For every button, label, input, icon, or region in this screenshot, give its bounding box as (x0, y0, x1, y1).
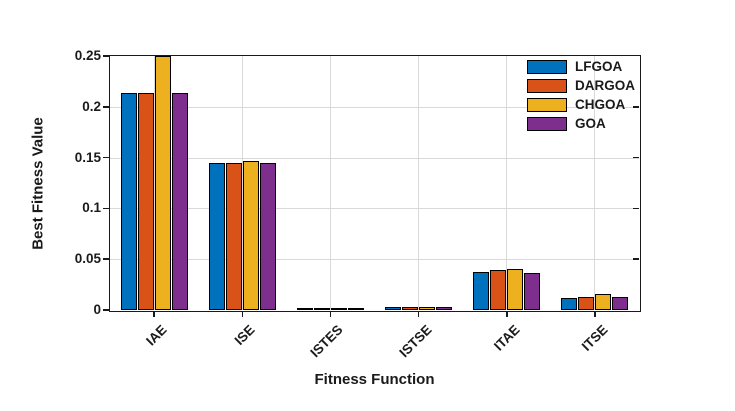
bar-LFGOA-ITAE (473, 272, 490, 310)
bar-DARGOA-ITAE (490, 270, 507, 310)
bar-LFGOA-ISTSE (385, 307, 402, 310)
x-tick-label: ISTSE (395, 322, 435, 361)
y-tick-label: 0 (93, 302, 101, 317)
bar-DARGOA-ITSE (578, 297, 595, 310)
bar-CHGOA-ITSE (595, 294, 612, 310)
y-tick-right (633, 258, 639, 260)
y-tick (102, 156, 109, 159)
bar-GOA-IAE (171, 93, 188, 310)
y-tick (102, 106, 109, 108)
x-tick-label: ISTES (307, 322, 347, 361)
bar-GOA-ISE (259, 163, 276, 310)
y-tick (102, 207, 109, 210)
bar-LFGOA-IAE (120, 93, 137, 310)
bar-GOA-ISTSE (436, 307, 453, 310)
legend-swatch-GOA (527, 117, 567, 131)
bar-CHGOA-ISE (242, 161, 259, 310)
legend-swatch-CHGOA (527, 98, 567, 112)
x-gridline (329, 56, 331, 310)
y-gridline (110, 106, 639, 108)
bar-CHGOA-IAE (154, 56, 171, 310)
x-axis-label: Fitness Function (314, 371, 435, 388)
bar-DARGOA-IAE (137, 93, 154, 310)
legend-swatch-LFGOA (527, 60, 567, 74)
y-tick-label: 0.25 (74, 48, 101, 63)
y-tick-label: 0.15 (74, 149, 101, 165)
bar-LFGOA-ISE (208, 163, 225, 310)
y-tick (102, 55, 109, 57)
y-tick-right (633, 156, 639, 159)
bar-CHGOA-ISTES (330, 308, 347, 310)
x-tick (594, 311, 596, 317)
legend-label-GOA: GOA (575, 116, 606, 131)
x-gridline (241, 56, 243, 310)
x-gridline (418, 56, 420, 310)
legend-entry-GOA: GOA (527, 117, 635, 131)
legend-label-CHGOA: CHGOA (575, 97, 626, 112)
y-tick-label: 0.2 (82, 98, 101, 114)
x-gridline (153, 56, 155, 310)
y-gridline (110, 208, 639, 210)
legend-label-LFGOA: LFGOA (575, 59, 623, 74)
y-tick (102, 309, 109, 311)
legend-swatch-DARGOA (527, 79, 567, 93)
x-tick (329, 311, 332, 317)
x-tick-label: ITSE (578, 322, 611, 354)
bar-DARGOA-ISTES (313, 308, 330, 310)
bar-LFGOA-ITSE (561, 298, 578, 310)
x-tick (506, 311, 508, 317)
y-tick-label: 0.05 (74, 251, 101, 267)
bar-DARGOA-ISE (225, 163, 242, 310)
bar-DARGOA-ISTSE (402, 307, 419, 310)
y-tick-right (633, 106, 639, 108)
y-tick (102, 258, 109, 260)
y-tick-label: 0.1 (82, 200, 101, 216)
bar-GOA-ISTES (347, 308, 364, 310)
bar-LFGOA-ISTES (296, 308, 313, 310)
legend: LFGOA DARGOA CHGOA GOA (527, 60, 635, 136)
legend-entry-CHGOA: CHGOA (527, 98, 635, 112)
x-tick (153, 311, 155, 317)
legend-entry-DARGOA: DARGOA (527, 79, 635, 93)
x-tick (417, 311, 420, 317)
x-gridline (506, 56, 508, 310)
x-gridline (594, 56, 596, 310)
x-tick-label: ITAE (490, 322, 523, 354)
y-tick-right (633, 207, 639, 210)
bar-GOA-ITAE (524, 273, 541, 310)
x-tick-label: IAE (143, 322, 170, 349)
legend-label-DARGOA: DARGOA (575, 78, 635, 93)
x-tick (241, 311, 243, 317)
bar-GOA-ITSE (612, 297, 629, 310)
y-gridline (110, 157, 639, 159)
bar-CHGOA-ISTSE (419, 307, 436, 310)
y-gridline (110, 259, 639, 261)
x-tick-label: ISE (231, 322, 258, 348)
legend-entry-LFGOA: LFGOA (527, 60, 635, 74)
bar-CHGOA-ITAE (507, 269, 524, 310)
